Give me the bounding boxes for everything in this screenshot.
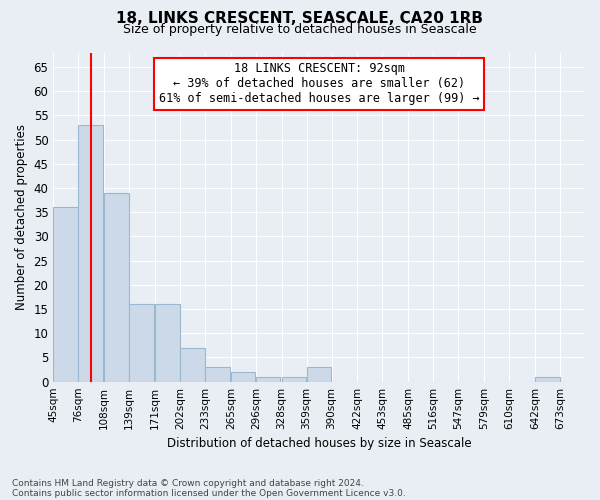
Bar bbox=[79, 125, 103, 382]
Bar bbox=[205, 367, 230, 382]
Y-axis label: Number of detached properties: Number of detached properties bbox=[15, 124, 28, 310]
Bar bbox=[155, 304, 179, 382]
Bar bbox=[256, 377, 280, 382]
Text: Contains HM Land Registry data © Crown copyright and database right 2024.: Contains HM Land Registry data © Crown c… bbox=[12, 478, 364, 488]
Bar bbox=[281, 377, 306, 382]
Text: Size of property relative to detached houses in Seascale: Size of property relative to detached ho… bbox=[123, 22, 477, 36]
Text: 18, LINKS CRESCENT, SEASCALE, CA20 1RB: 18, LINKS CRESCENT, SEASCALE, CA20 1RB bbox=[116, 11, 484, 26]
X-axis label: Distribution of detached houses by size in Seascale: Distribution of detached houses by size … bbox=[167, 437, 472, 450]
Bar bbox=[535, 377, 560, 382]
Text: Contains public sector information licensed under the Open Government Licence v3: Contains public sector information licen… bbox=[12, 488, 406, 498]
Text: 18 LINKS CRESCENT: 92sqm
← 39% of detached houses are smaller (62)
61% of semi-d: 18 LINKS CRESCENT: 92sqm ← 39% of detach… bbox=[159, 62, 479, 106]
Bar bbox=[307, 367, 331, 382]
Bar bbox=[104, 193, 129, 382]
Bar bbox=[231, 372, 256, 382]
Bar bbox=[180, 348, 205, 382]
Bar bbox=[129, 304, 154, 382]
Bar bbox=[53, 208, 78, 382]
